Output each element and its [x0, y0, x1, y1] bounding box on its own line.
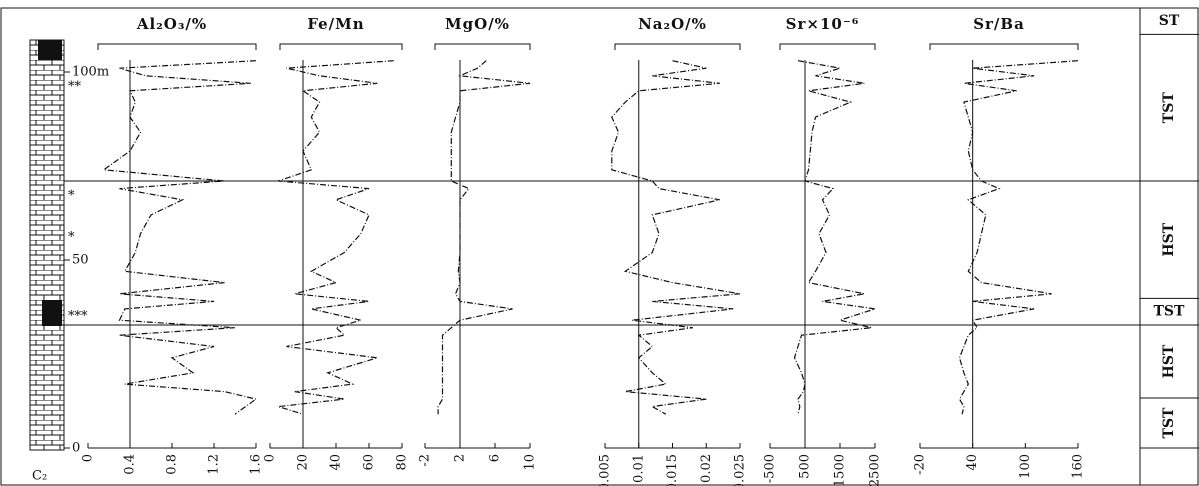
title-bracket [279, 43, 403, 50]
title-bracket [434, 43, 531, 50]
x-tick-label: -2 [418, 454, 433, 467]
lithology-column [29, 39, 65, 451]
profile-line [611, 60, 741, 415]
title-bracket [929, 43, 1079, 50]
x-tick-label: 0.4 [123, 454, 138, 475]
x-tick-label: 80 [395, 454, 410, 471]
depth-tick-label: 50 [72, 253, 89, 268]
panel-title: Al₂O₃/% [136, 15, 207, 33]
panel-title: Sr/Ba [973, 15, 1025, 33]
frame [0, 7, 1199, 486]
x-tick-label: 0 [81, 454, 96, 462]
mark-label: *** [68, 309, 88, 324]
x-tick-label: 6 [488, 454, 503, 462]
sequence-label: HST [1161, 222, 1177, 256]
x-tick-label: 500 [798, 454, 813, 479]
x-tick-label: 0.8 [165, 454, 180, 475]
panel-title: MgO/% [445, 15, 510, 33]
lithology-dark [38, 40, 62, 60]
x-tick-label: 0 [263, 454, 278, 462]
x-tick-label: 1.2 [207, 454, 222, 475]
x-tick-label: 60 [362, 454, 377, 471]
x-tick-label: 40 [965, 454, 980, 471]
x-tick-label: 0.02 [699, 454, 714, 483]
sequence-label: TST [1161, 92, 1177, 124]
profile-line [793, 60, 876, 415]
depth-tick-label: 0 [72, 441, 80, 456]
title-bracket [97, 43, 257, 50]
depth-tick-label: 100m [72, 65, 109, 80]
x-tick-label: 20 [296, 454, 311, 471]
panel-title: Fe/Mn [307, 15, 364, 33]
mark-label: * [68, 230, 75, 245]
x-tick-label: 0.015 [665, 454, 680, 486]
x-tick-label: 0.025 [733, 454, 748, 486]
panel-title: Sr×10⁻⁶ [786, 15, 860, 33]
mark-label: ** [68, 80, 82, 95]
x-tick-label: 40 [329, 454, 344, 471]
sequence-label: HST [1161, 344, 1177, 378]
x-tick-label: 100 [1018, 454, 1033, 479]
x-tick-label: -500 [763, 454, 778, 483]
profile-line [102, 60, 258, 415]
x-tick-label: 0.005 [598, 454, 613, 486]
mark-label: * [68, 189, 75, 204]
column-label: C₂ [32, 469, 47, 484]
lithology-dark [42, 300, 62, 326]
panel-title: Na₂O/% [638, 15, 707, 33]
profile-line [278, 60, 394, 415]
x-tick-label: 1500 [833, 454, 848, 486]
title-bracket [614, 43, 741, 50]
profile-line [437, 60, 531, 415]
x-tick-label: 1.6 [249, 454, 264, 475]
x-tick-label: 2 [453, 454, 468, 462]
sequence-label: TST [1161, 407, 1177, 439]
x-tick-label: 0.01 [631, 454, 646, 483]
sequence-label: ST [1159, 13, 1180, 29]
profile-line [958, 60, 1079, 415]
x-tick-label: 2500 [868, 454, 883, 486]
title-bracket [779, 43, 876, 50]
x-tick-label: 10 [523, 454, 538, 471]
x-tick-label: 160 [1071, 454, 1086, 479]
x-tick-label: -20 [913, 454, 928, 475]
sequence-label: TST [1154, 304, 1186, 320]
